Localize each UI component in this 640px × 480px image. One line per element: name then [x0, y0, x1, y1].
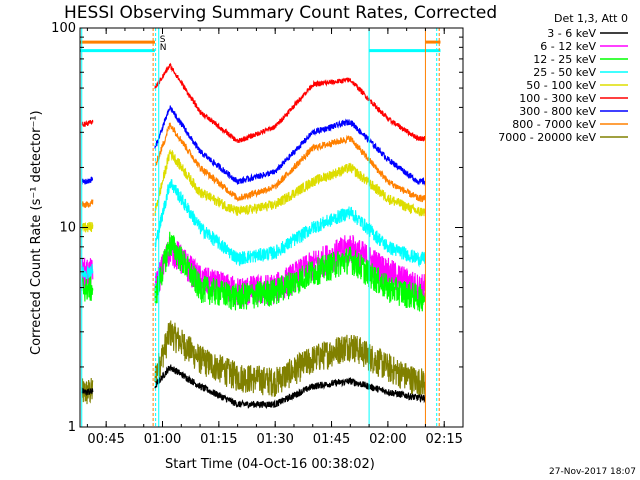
x-tick-label: 01:00 [144, 432, 181, 447]
series-trace [154, 122, 426, 203]
footer-timestamp: 27-Nov-2017 18:07 [549, 467, 636, 477]
series-trace [154, 364, 426, 410]
legend-entry-label: 25 - 50 keV [533, 66, 596, 79]
series-trace [154, 320, 426, 398]
legend-entry-label: 6 - 12 keV [540, 40, 596, 53]
legend-entry-label: 300 - 800 keV [519, 105, 596, 118]
x-tick-label: 02:15 [425, 432, 462, 447]
series-trace [154, 62, 426, 143]
series-trace [154, 231, 426, 312]
flag-label-s: S [160, 35, 166, 45]
y-tick-label: 10 [59, 221, 76, 236]
x-tick-label: 02:00 [369, 432, 406, 447]
legend-entry-label: 7000 - 20000 keV [498, 131, 596, 144]
y-tick-label: 100 [51, 21, 76, 36]
series-trace [81, 199, 94, 208]
series-trace [81, 176, 94, 185]
series-300-800-kev [81, 105, 426, 186]
series-3-6-kev [81, 364, 426, 410]
y-tick-label: 1 [68, 420, 76, 435]
series-trace [154, 148, 426, 217]
x-tick-label: 01:15 [200, 432, 237, 447]
series-25-50-kev [81, 179, 426, 279]
series-12-25-kev [81, 231, 426, 312]
data-layer [81, 62, 426, 410]
legend-entry-label: 12 - 25 keV [533, 53, 596, 66]
legend-header: Det 1,3, Att 0 [554, 12, 628, 25]
series-trace [81, 119, 94, 128]
series-trace [81, 221, 94, 233]
series-trace [154, 234, 426, 307]
series-trace [154, 179, 426, 268]
series-trace [81, 275, 94, 302]
series-50-100-kev [81, 148, 426, 233]
series-trace [81, 387, 94, 397]
flag-label-n: N [160, 43, 167, 53]
legend-entry-label: 50 - 100 keV [526, 79, 596, 92]
series-800-7000-kev [81, 122, 426, 208]
series-trace [154, 105, 426, 186]
legend-entry-label: 100 - 300 keV [519, 92, 596, 105]
y-axis-label: Corrected Count Rate (s⁻¹ detector⁻¹) [29, 110, 44, 355]
x-tick-label: 01:30 [256, 432, 293, 447]
axis-layer: 00:45 01:00 01:15 01:30 01:45 02:00 02:15 1 10 10… [51, 21, 464, 447]
legend-entry-label: 800 - 7000 keV [512, 118, 596, 131]
flag-layer: SN [80, 28, 441, 427]
x-tick-label: 01:45 [313, 432, 350, 447]
chart-title: HESSI Observing Summary Count Rates, Cor… [64, 3, 497, 23]
x-tick-label: 00:45 [87, 432, 124, 447]
series-100-300-kev [81, 62, 426, 143]
legend-entry-label: 3 - 6 keV [547, 27, 596, 40]
x-axis-label: Start Time (04-Oct-16 00:38:02) [165, 457, 375, 472]
series-trace [81, 264, 94, 279]
